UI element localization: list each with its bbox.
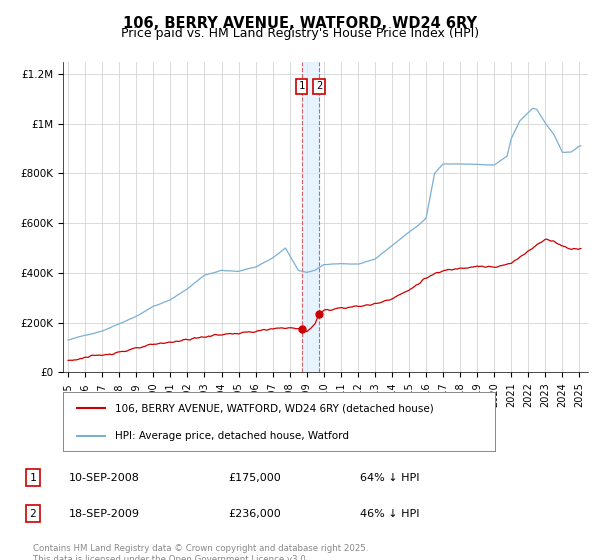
Text: 18-SEP-2009: 18-SEP-2009 [69,508,140,519]
Text: 1: 1 [299,81,305,91]
Text: 64% ↓ HPI: 64% ↓ HPI [360,473,419,483]
Text: Contains HM Land Registry data © Crown copyright and database right 2025.
This d: Contains HM Land Registry data © Crown c… [33,544,368,560]
Text: 1: 1 [29,473,37,483]
Text: £236,000: £236,000 [228,508,281,519]
Text: 106, BERRY AVENUE, WATFORD, WD24 6RY (detached house): 106, BERRY AVENUE, WATFORD, WD24 6RY (de… [115,403,434,413]
Text: 2: 2 [316,81,322,91]
Text: 10-SEP-2008: 10-SEP-2008 [69,473,140,483]
Bar [302,62,319,372]
Text: HPI: Average price, detached house, Watford: HPI: Average price, detached house, Watf… [115,431,349,441]
Text: Price paid vs. HM Land Registry's House Price Index (HPI): Price paid vs. HM Land Registry's House … [121,27,479,40]
Text: 46% ↓ HPI: 46% ↓ HPI [360,508,419,519]
Text: £175,000: £175,000 [228,473,281,483]
Text: 106, BERRY AVENUE, WATFORD, WD24 6RY: 106, BERRY AVENUE, WATFORD, WD24 6RY [123,16,477,31]
Text: 2: 2 [29,508,37,519]
